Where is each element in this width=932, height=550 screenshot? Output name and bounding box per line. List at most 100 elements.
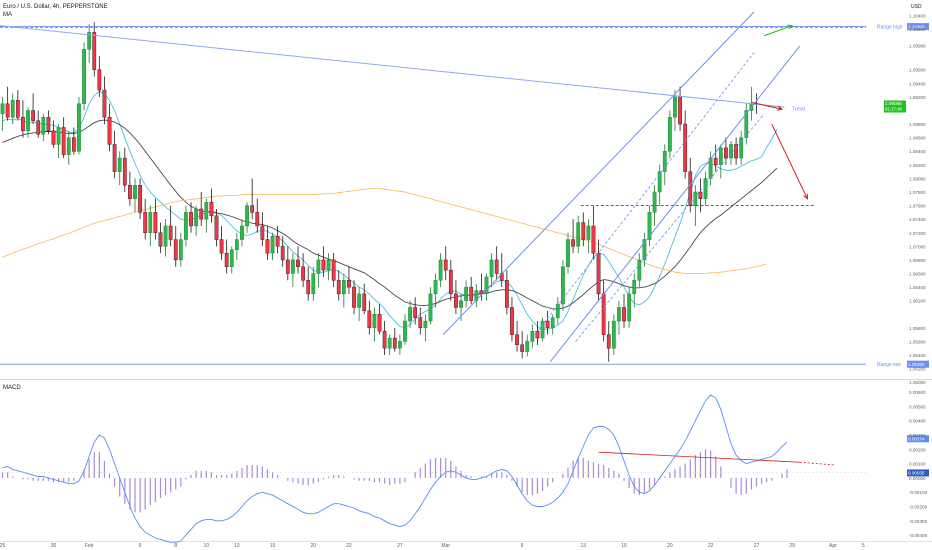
candle-body (377, 314, 382, 332)
price-tick-label: 1.05000 (909, 380, 926, 385)
candle-body (163, 225, 168, 247)
candle-body (10, 100, 15, 118)
candle-body (341, 280, 346, 295)
price-tick-label: 1.05600 (909, 339, 926, 344)
candle-body (148, 212, 153, 233)
candle-body (581, 222, 586, 240)
candle-body (46, 117, 51, 132)
candle-body (413, 307, 418, 318)
ma-mid-line (2, 119, 778, 310)
candle-body (240, 225, 244, 240)
candle-body (31, 110, 35, 121)
candle-body (275, 235, 280, 247)
macd-line (2, 394, 788, 543)
candle-body (688, 171, 693, 206)
candle-body (51, 130, 56, 145)
time-tick-label: 20 (311, 543, 317, 549)
candle-body (555, 303, 560, 318)
candle-body (408, 307, 412, 322)
macd-tick-label: 0.00000 (909, 476, 926, 481)
candle-body (260, 225, 265, 240)
price-tick-label: 1.07400 (909, 217, 926, 222)
candle-body (484, 276, 489, 295)
candle-body (66, 137, 71, 155)
candle-body (372, 314, 377, 329)
candle-body (199, 208, 204, 220)
price-tick-label: 1.06800 (909, 258, 926, 263)
candle-body (296, 259, 300, 267)
candle-body (82, 49, 86, 104)
level-badge-text: 1.10300 (908, 24, 925, 29)
trend-line (0, 25, 785, 108)
price-tick-label: 1.06400 (909, 285, 926, 290)
chart-title: Euro / U.S. Dollar, 4h, PEPPERSTONE (3, 4, 108, 10)
candle-body (61, 127, 66, 155)
candle-body (606, 334, 611, 349)
candle-body (184, 212, 188, 240)
current-price-badge (884, 100, 906, 113)
time-tick-label: Mar (441, 543, 450, 549)
candle-body (459, 300, 463, 308)
price-tick-label: 1.06600 (909, 272, 926, 277)
candle-body (530, 331, 535, 342)
candle-body (632, 280, 637, 295)
short-term-bearish-arrow-head (776, 105, 784, 111)
signal-value-badge (907, 469, 929, 477)
candle-body (428, 293, 433, 322)
trend-label: Trend (792, 106, 805, 112)
candle-body (56, 127, 61, 145)
price-tick-label: 1.08800 (909, 122, 926, 127)
candle-body (102, 89, 107, 118)
candle-body (739, 137, 744, 159)
macd-tick-label: 0.00200 (909, 447, 926, 452)
candle-body (209, 201, 214, 216)
candle-body (97, 69, 102, 91)
time-tick-label: 20 (667, 543, 673, 549)
time-tick-label: 29 (789, 543, 795, 549)
candle-body (662, 151, 667, 172)
candle-body (734, 144, 738, 159)
candle-body (5, 103, 10, 118)
candle-body (520, 344, 525, 352)
candle-body (173, 239, 178, 261)
candle-body (280, 246, 285, 261)
candle-body (285, 259, 290, 274)
time-tick-label: 15 (270, 543, 276, 549)
candle-body (454, 293, 458, 308)
channel-inner-dashed (575, 113, 765, 342)
time-tick-label: 6 (521, 543, 524, 549)
bearish-arrow-head (803, 193, 808, 200)
macd-tick-label: -0.00200 (909, 505, 928, 510)
candle-body (683, 123, 688, 172)
candle-body (550, 317, 555, 329)
candle-body (178, 239, 183, 261)
candle-body (744, 110, 749, 138)
candle-body (504, 280, 509, 308)
macd-tick-label: 0.00400 (909, 419, 926, 424)
candle-body (153, 212, 158, 233)
candle-body (678, 96, 682, 125)
candle-body (306, 280, 311, 295)
candle-body (494, 259, 499, 274)
time-tick-label: 13 (580, 543, 586, 549)
candle-body (265, 239, 270, 254)
candle-body (566, 239, 570, 267)
level-badge (907, 23, 929, 31)
price-tick-label: 1.05400 (909, 353, 926, 358)
candle-body (418, 317, 423, 329)
candle-body (41, 117, 46, 135)
currency-label: USD (911, 4, 922, 10)
price-tick-label: 1.09600 (909, 68, 926, 73)
candle-body (158, 232, 163, 247)
candle-body (729, 144, 733, 159)
candle-body (464, 286, 468, 301)
candle-body (214, 215, 219, 240)
candle-body (398, 341, 402, 349)
candle-body (347, 280, 351, 288)
candle-body (168, 225, 173, 240)
level-badge (907, 360, 929, 368)
price-tick-label: 1.09200 (909, 95, 926, 100)
candle-body (438, 259, 443, 281)
candle-body (77, 103, 81, 152)
